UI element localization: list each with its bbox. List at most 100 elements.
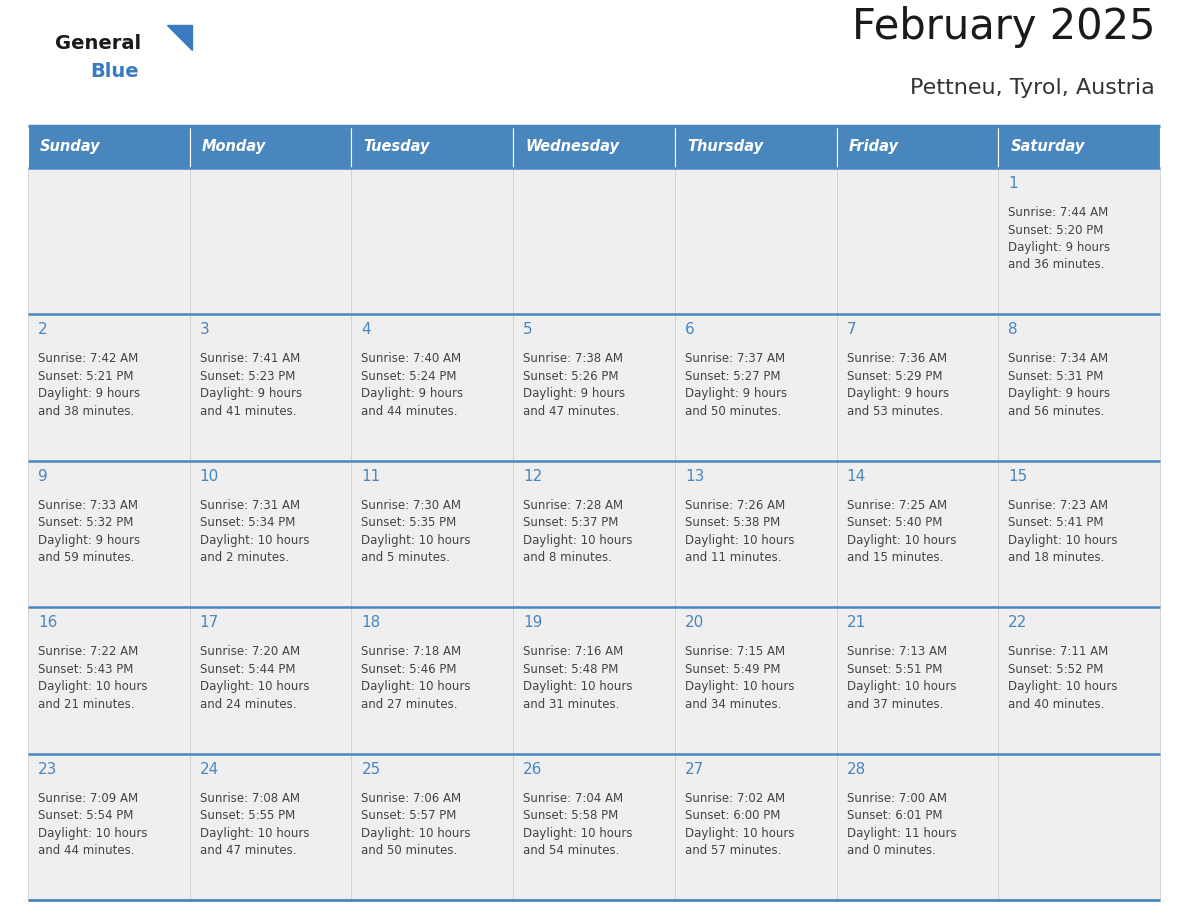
Bar (998, 314, 1159, 461)
Text: Sunrise: 7:13 AM
Sunset: 5:51 PM
Daylight: 10 hours
and 37 minutes.: Sunrise: 7:13 AM Sunset: 5:51 PM Dayligh… (847, 645, 956, 711)
Text: 5: 5 (523, 322, 532, 338)
Text: 24: 24 (200, 762, 219, 777)
Bar (675, 168, 836, 314)
Text: 16: 16 (38, 615, 57, 630)
Text: Sunrise: 7:04 AM
Sunset: 5:58 PM
Daylight: 10 hours
and 54 minutes.: Sunrise: 7:04 AM Sunset: 5:58 PM Dayligh… (523, 791, 633, 857)
Text: 11: 11 (361, 469, 380, 484)
Text: Sunrise: 7:41 AM
Sunset: 5:23 PM
Daylight: 9 hours
and 41 minutes.: Sunrise: 7:41 AM Sunset: 5:23 PM Dayligh… (200, 353, 302, 418)
Bar (998, 461, 1159, 607)
Bar (836, 607, 998, 754)
Bar (29, 607, 190, 754)
Text: Friday: Friday (848, 140, 898, 154)
Text: Sunrise: 7:28 AM
Sunset: 5:37 PM
Daylight: 10 hours
and 8 minutes.: Sunrise: 7:28 AM Sunset: 5:37 PM Dayligh… (523, 498, 633, 565)
Text: Sunrise: 7:36 AM
Sunset: 5:29 PM
Daylight: 9 hours
and 53 minutes.: Sunrise: 7:36 AM Sunset: 5:29 PM Dayligh… (847, 353, 949, 418)
Text: Saturday: Saturday (1010, 140, 1085, 154)
Bar (513, 607, 675, 754)
Bar (352, 168, 513, 314)
Bar (513, 754, 675, 900)
Text: 19: 19 (523, 615, 543, 630)
Text: Sunrise: 7:16 AM
Sunset: 5:48 PM
Daylight: 10 hours
and 31 minutes.: Sunrise: 7:16 AM Sunset: 5:48 PM Dayligh… (523, 645, 633, 711)
Text: 3: 3 (200, 322, 209, 338)
Text: 17: 17 (200, 615, 219, 630)
Text: 28: 28 (847, 762, 866, 777)
Text: Sunrise: 7:18 AM
Sunset: 5:46 PM
Daylight: 10 hours
and 27 minutes.: Sunrise: 7:18 AM Sunset: 5:46 PM Dayligh… (361, 645, 470, 711)
Text: Sunrise: 7:26 AM
Sunset: 5:38 PM
Daylight: 10 hours
and 11 minutes.: Sunrise: 7:26 AM Sunset: 5:38 PM Dayligh… (684, 498, 795, 565)
Bar (513, 461, 675, 607)
Text: 2: 2 (38, 322, 48, 338)
Text: Sunrise: 7:33 AM
Sunset: 5:32 PM
Daylight: 9 hours
and 59 minutes.: Sunrise: 7:33 AM Sunset: 5:32 PM Dayligh… (38, 498, 140, 565)
Bar (29, 126, 190, 168)
Text: 22: 22 (1009, 615, 1028, 630)
Text: Pettneu, Tyrol, Austria: Pettneu, Tyrol, Austria (910, 78, 1155, 98)
Bar (836, 754, 998, 900)
Text: Sunday: Sunday (40, 140, 101, 154)
Text: 13: 13 (684, 469, 704, 484)
Text: 26: 26 (523, 762, 543, 777)
Text: Sunrise: 7:30 AM
Sunset: 5:35 PM
Daylight: 10 hours
and 5 minutes.: Sunrise: 7:30 AM Sunset: 5:35 PM Dayligh… (361, 498, 470, 565)
Bar (998, 168, 1159, 314)
Text: Sunrise: 7:23 AM
Sunset: 5:41 PM
Daylight: 10 hours
and 18 minutes.: Sunrise: 7:23 AM Sunset: 5:41 PM Dayligh… (1009, 498, 1118, 565)
Polygon shape (168, 25, 192, 50)
Bar (29, 754, 190, 900)
Text: Monday: Monday (202, 140, 266, 154)
Text: 21: 21 (847, 615, 866, 630)
Text: Sunrise: 7:34 AM
Sunset: 5:31 PM
Daylight: 9 hours
and 56 minutes.: Sunrise: 7:34 AM Sunset: 5:31 PM Dayligh… (1009, 353, 1111, 418)
Bar (513, 168, 675, 314)
Text: Thursday: Thursday (687, 140, 763, 154)
Text: Sunrise: 7:20 AM
Sunset: 5:44 PM
Daylight: 10 hours
and 24 minutes.: Sunrise: 7:20 AM Sunset: 5:44 PM Dayligh… (200, 645, 309, 711)
Text: February 2025: February 2025 (852, 6, 1155, 48)
Text: Sunrise: 7:15 AM
Sunset: 5:49 PM
Daylight: 10 hours
and 34 minutes.: Sunrise: 7:15 AM Sunset: 5:49 PM Dayligh… (684, 645, 795, 711)
Bar (29, 461, 190, 607)
Bar (29, 168, 190, 314)
Text: 8: 8 (1009, 322, 1018, 338)
Bar (675, 126, 836, 168)
Text: Sunrise: 7:37 AM
Sunset: 5:27 PM
Daylight: 9 hours
and 50 minutes.: Sunrise: 7:37 AM Sunset: 5:27 PM Dayligh… (684, 353, 786, 418)
Text: General: General (55, 34, 141, 53)
Bar (190, 168, 352, 314)
Text: 20: 20 (684, 615, 704, 630)
Bar (190, 754, 352, 900)
Text: Sunrise: 7:02 AM
Sunset: 6:00 PM
Daylight: 10 hours
and 57 minutes.: Sunrise: 7:02 AM Sunset: 6:00 PM Dayligh… (684, 791, 795, 857)
Text: 14: 14 (847, 469, 866, 484)
Bar (998, 126, 1159, 168)
Text: Sunrise: 7:38 AM
Sunset: 5:26 PM
Daylight: 9 hours
and 47 minutes.: Sunrise: 7:38 AM Sunset: 5:26 PM Dayligh… (523, 353, 625, 418)
Text: 10: 10 (200, 469, 219, 484)
Bar (352, 126, 513, 168)
Text: Sunrise: 7:11 AM
Sunset: 5:52 PM
Daylight: 10 hours
and 40 minutes.: Sunrise: 7:11 AM Sunset: 5:52 PM Dayligh… (1009, 645, 1118, 711)
Bar (513, 314, 675, 461)
Bar (998, 607, 1159, 754)
Text: 18: 18 (361, 615, 380, 630)
Bar (836, 314, 998, 461)
Text: 23: 23 (38, 762, 57, 777)
Bar (190, 607, 352, 754)
Bar (675, 314, 836, 461)
Text: 7: 7 (847, 322, 857, 338)
Bar (190, 461, 352, 607)
Text: 25: 25 (361, 762, 380, 777)
Bar (836, 168, 998, 314)
Text: Sunrise: 7:00 AM
Sunset: 6:01 PM
Daylight: 11 hours
and 0 minutes.: Sunrise: 7:00 AM Sunset: 6:01 PM Dayligh… (847, 791, 956, 857)
Text: Sunrise: 7:08 AM
Sunset: 5:55 PM
Daylight: 10 hours
and 47 minutes.: Sunrise: 7:08 AM Sunset: 5:55 PM Dayligh… (200, 791, 309, 857)
Text: Sunrise: 7:44 AM
Sunset: 5:20 PM
Daylight: 9 hours
and 36 minutes.: Sunrise: 7:44 AM Sunset: 5:20 PM Dayligh… (1009, 206, 1111, 272)
Text: 1: 1 (1009, 176, 1018, 191)
Bar (836, 126, 998, 168)
Text: Sunrise: 7:40 AM
Sunset: 5:24 PM
Daylight: 9 hours
and 44 minutes.: Sunrise: 7:40 AM Sunset: 5:24 PM Dayligh… (361, 353, 463, 418)
Bar (352, 314, 513, 461)
Text: 12: 12 (523, 469, 543, 484)
Bar (675, 754, 836, 900)
Text: 9: 9 (38, 469, 48, 484)
Bar (29, 314, 190, 461)
Bar (513, 126, 675, 168)
Text: Sunrise: 7:42 AM
Sunset: 5:21 PM
Daylight: 9 hours
and 38 minutes.: Sunrise: 7:42 AM Sunset: 5:21 PM Dayligh… (38, 353, 140, 418)
Text: 27: 27 (684, 762, 704, 777)
Text: Wednesday: Wednesday (525, 140, 619, 154)
Text: Sunrise: 7:22 AM
Sunset: 5:43 PM
Daylight: 10 hours
and 21 minutes.: Sunrise: 7:22 AM Sunset: 5:43 PM Dayligh… (38, 645, 147, 711)
Bar (352, 461, 513, 607)
Text: Sunrise: 7:31 AM
Sunset: 5:34 PM
Daylight: 10 hours
and 2 minutes.: Sunrise: 7:31 AM Sunset: 5:34 PM Dayligh… (200, 498, 309, 565)
Text: 4: 4 (361, 322, 371, 338)
Bar (190, 126, 352, 168)
Bar (998, 754, 1159, 900)
Bar (352, 754, 513, 900)
Bar (836, 461, 998, 607)
Text: Sunrise: 7:09 AM
Sunset: 5:54 PM
Daylight: 10 hours
and 44 minutes.: Sunrise: 7:09 AM Sunset: 5:54 PM Dayligh… (38, 791, 147, 857)
